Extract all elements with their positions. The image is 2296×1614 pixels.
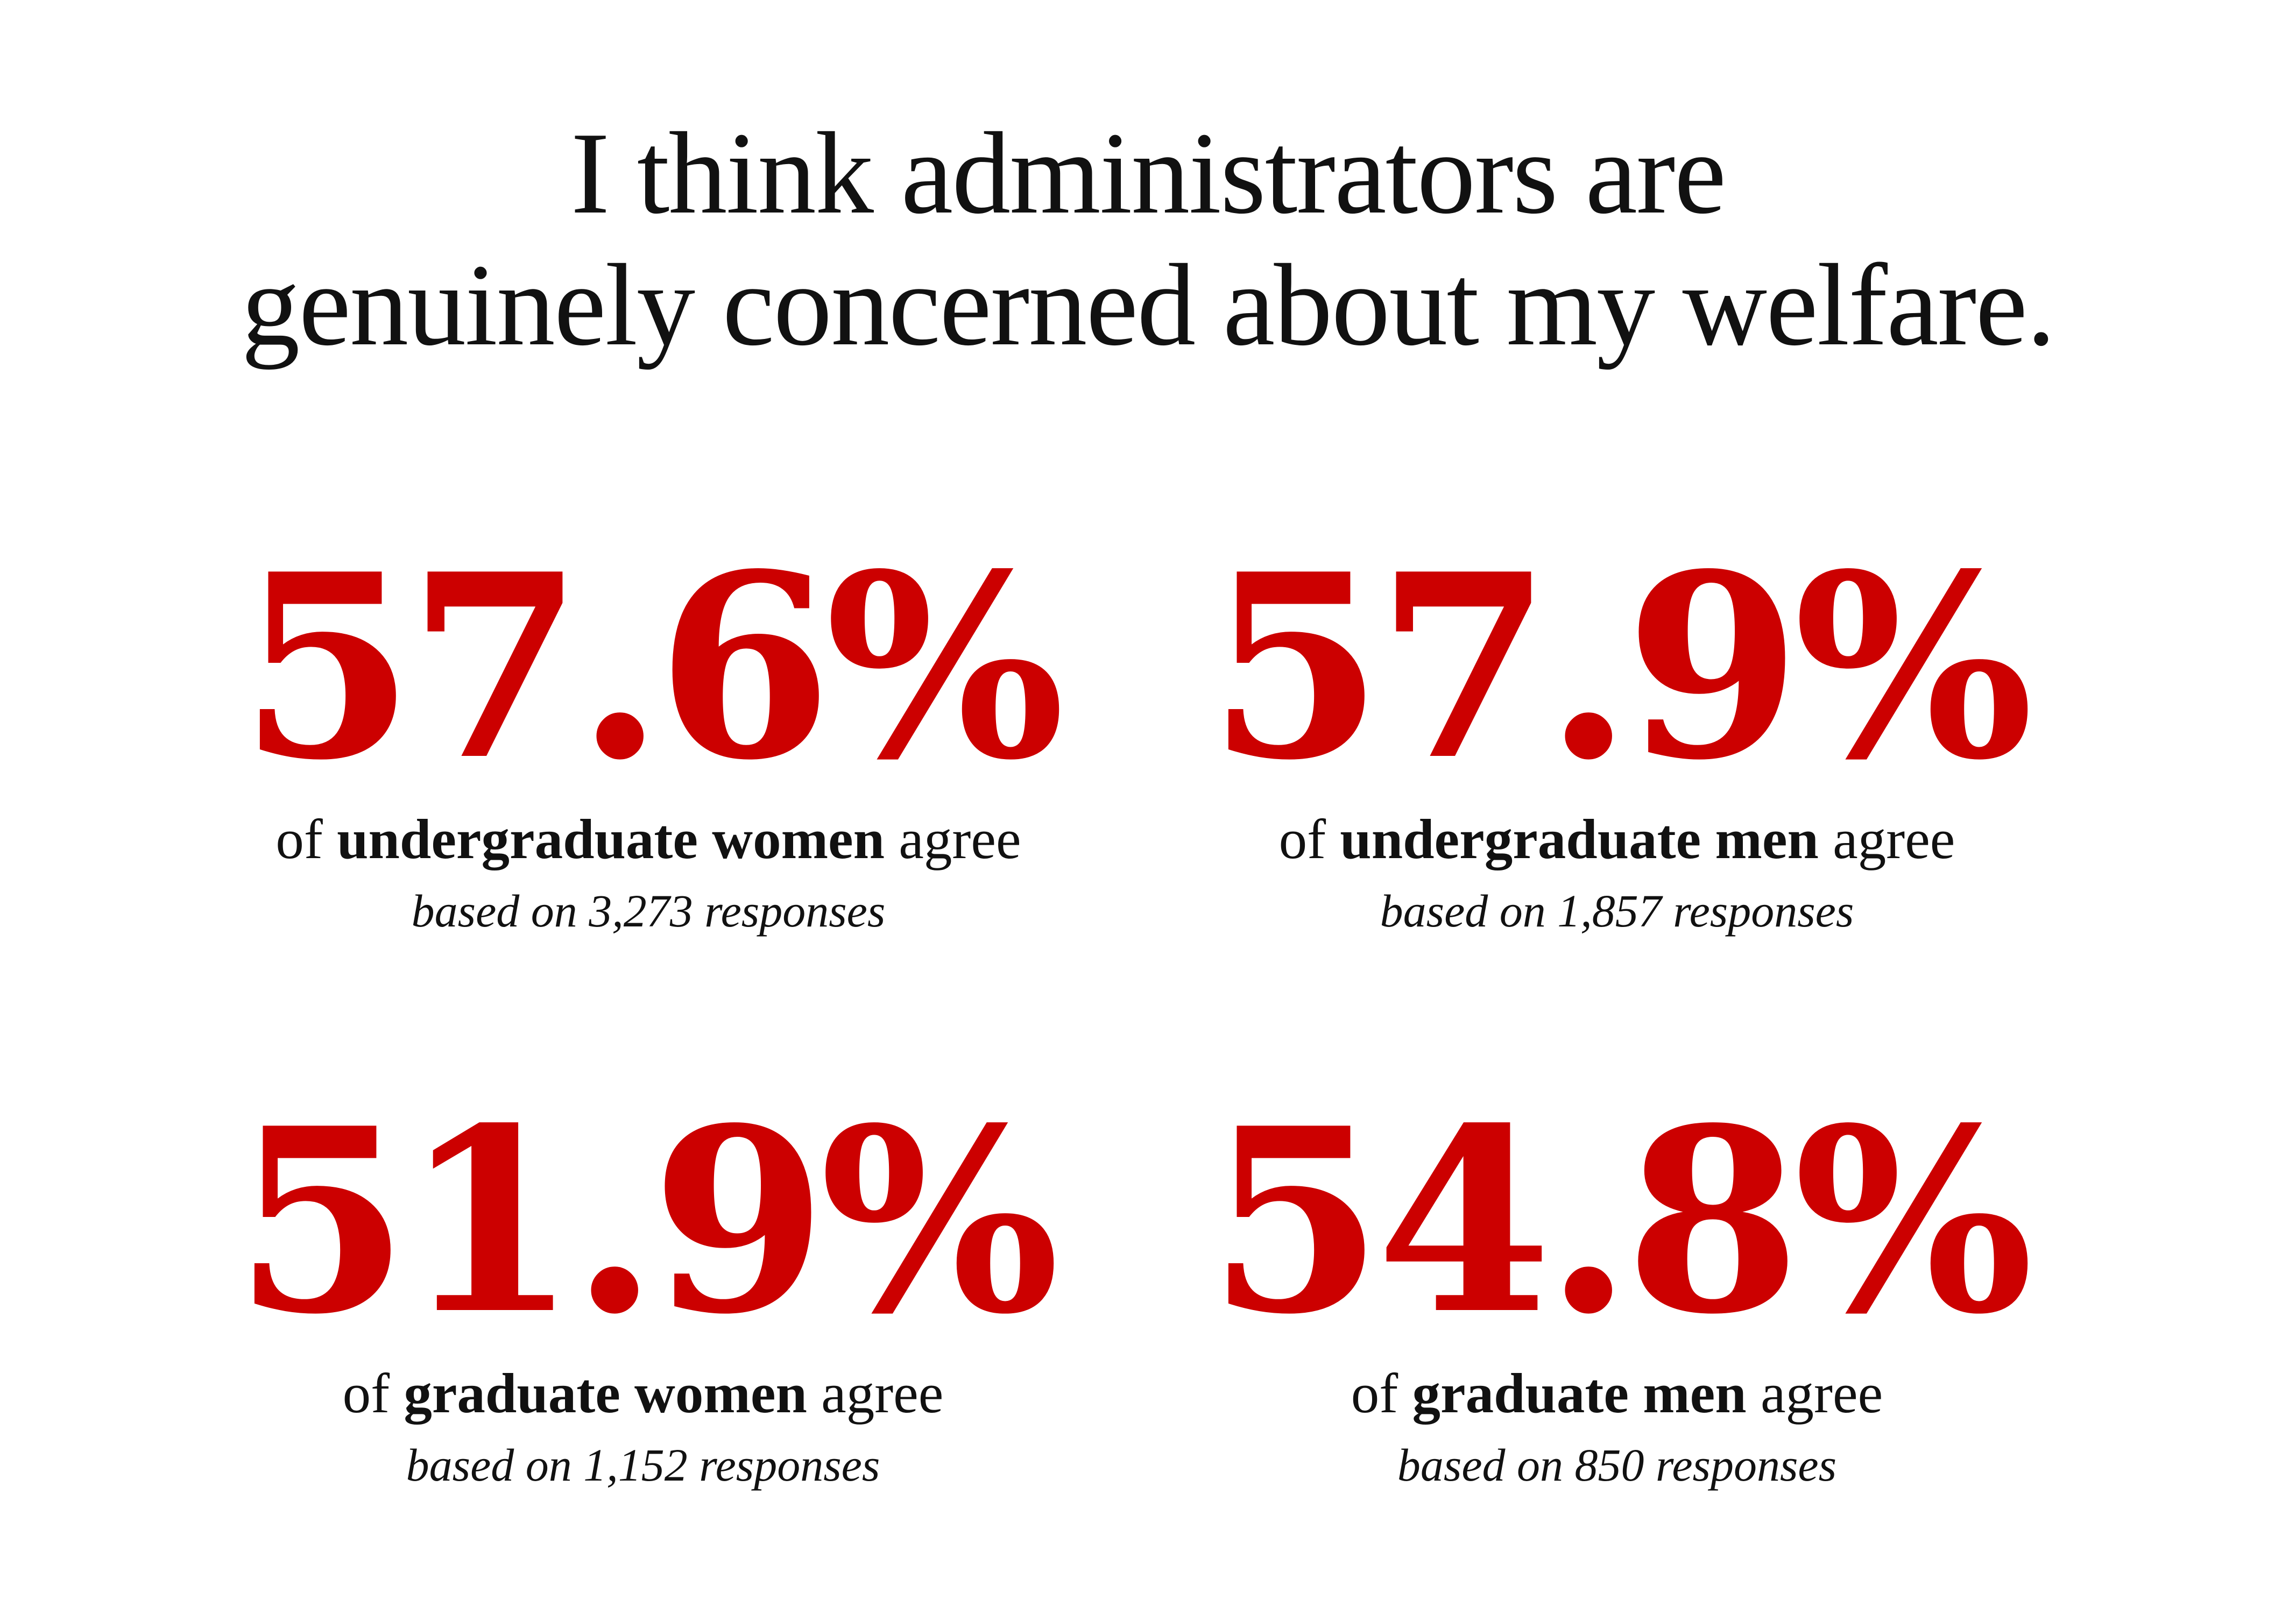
stat-caption: of graduate men agree — [1106, 1361, 2128, 1426]
stat-caption: of undergraduate men agree — [1106, 807, 2128, 872]
stat-suffix: agree — [1833, 808, 1955, 870]
stat-graduate-men: 54.8% of graduate men agree based on 850… — [1106, 1092, 2128, 1495]
stat-group: undergraduate women — [337, 808, 885, 870]
stat-caption: of graduate women agree — [132, 1361, 1154, 1426]
stat-value: 54.8% — [1207, 1073, 2033, 1370]
stat-prefix: of — [342, 1362, 390, 1425]
stat-prefix: of — [275, 808, 323, 870]
stat-basis: based on 1,152 responses — [406, 1439, 880, 1491]
stat-suffix: agree — [821, 1362, 944, 1425]
stat-value: 57.9% — [1207, 519, 2033, 816]
stat-basis: based on 3,273 responses — [411, 885, 886, 937]
stat-group: undergraduate men — [1340, 808, 1819, 870]
stat-basis: based on 1,857 responses — [1380, 885, 1854, 937]
stat-graduate-women: 51.9% of graduate women agree based on 1… — [132, 1092, 1154, 1495]
stat-prefix: of — [1278, 808, 1326, 870]
stat-undergraduate-men: 57.9% of undergraduate men agree based o… — [1106, 538, 2128, 940]
stat-undergraduate-women: 57.6% of undergraduate women agree based… — [137, 538, 1160, 940]
stat-value: 51.9% — [234, 1073, 1059, 1370]
chart-title: I think administrators are genuinely con… — [0, 108, 2296, 371]
stat-basis: based on 850 responses — [1397, 1439, 1837, 1491]
stat-prefix: of — [1351, 1362, 1398, 1425]
stat-suffix: agree — [1760, 1362, 1883, 1425]
title-line-2: genuinely concerned about my welfare. — [241, 240, 2055, 370]
stat-group: graduate women — [404, 1362, 807, 1425]
stat-value: 57.6% — [239, 519, 1065, 816]
stat-suffix: agree — [899, 808, 1021, 870]
stat-group: graduate men — [1412, 1362, 1747, 1425]
stat-caption: of undergraduate women agree — [137, 807, 1160, 872]
title-line-1: I think administrators are — [570, 109, 1727, 238]
